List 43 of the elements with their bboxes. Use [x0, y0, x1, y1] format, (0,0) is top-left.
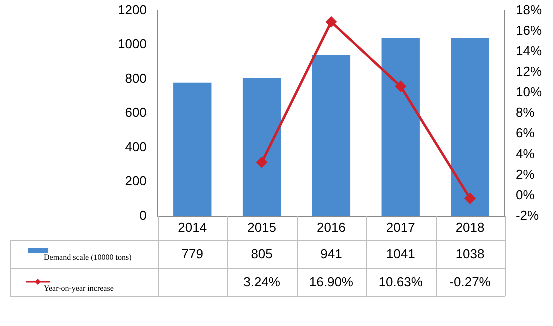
legend-label: Year-on-year increase: [44, 284, 114, 294]
y-tick-label: 1000: [118, 36, 147, 52]
data-label: 10.63%: [378, 274, 424, 290]
bar: [174, 82, 212, 216]
data-label: 779: [182, 246, 204, 262]
bar: [382, 38, 420, 216]
x-tick-label: 2017: [386, 220, 416, 235]
y2-tick-label: 10%: [516, 84, 542, 100]
y-tick-label: 1200: [118, 2, 147, 18]
y-tick-label: 400: [125, 139, 147, 154]
y2-tick-label: 2%: [516, 166, 536, 182]
bar: [242, 78, 282, 216]
y-tick-label: 0: [140, 208, 147, 223]
data-label: 941: [320, 246, 342, 262]
bar: [312, 55, 351, 216]
data-label: -0.27%: [450, 274, 492, 290]
point: [396, 81, 406, 92]
y-tick-label: 800: [125, 70, 147, 86]
x-tick-label: 2014: [178, 220, 208, 235]
y-tick-label: 600: [125, 105, 147, 120]
y2-tick-label: 14%: [516, 44, 542, 58]
x-tick-label: 2015: [248, 220, 276, 235]
y2-tick-label: 16%: [516, 22, 542, 38]
y2-tick-label: 4%: [516, 146, 536, 162]
y2-tick-label: 6%: [516, 126, 536, 141]
x-tick-label: 2018: [456, 220, 485, 235]
point: [465, 193, 476, 204]
y2-tick-label: 8%: [516, 105, 536, 120]
y2-tick-label: 0%: [516, 187, 536, 202]
x-tick-label: 2016: [316, 220, 346, 235]
data-label: 1038: [456, 246, 485, 262]
data-label: 1041: [386, 246, 416, 262]
point: [256, 157, 268, 168]
y2-tick-label: -2%: [516, 208, 540, 223]
data-label: 16.90%: [309, 274, 354, 290]
data-label: 805: [251, 246, 273, 262]
y2-tick-label: 18%: [516, 2, 542, 18]
y2-tick-label: 12%: [516, 64, 542, 80]
legend-label: Demand scale (10000 tons): [44, 253, 132, 262]
y-tick-label: 200: [125, 174, 147, 189]
bar: [451, 38, 490, 216]
data-label: 3.24%: [244, 274, 281, 290]
point: [326, 16, 337, 28]
